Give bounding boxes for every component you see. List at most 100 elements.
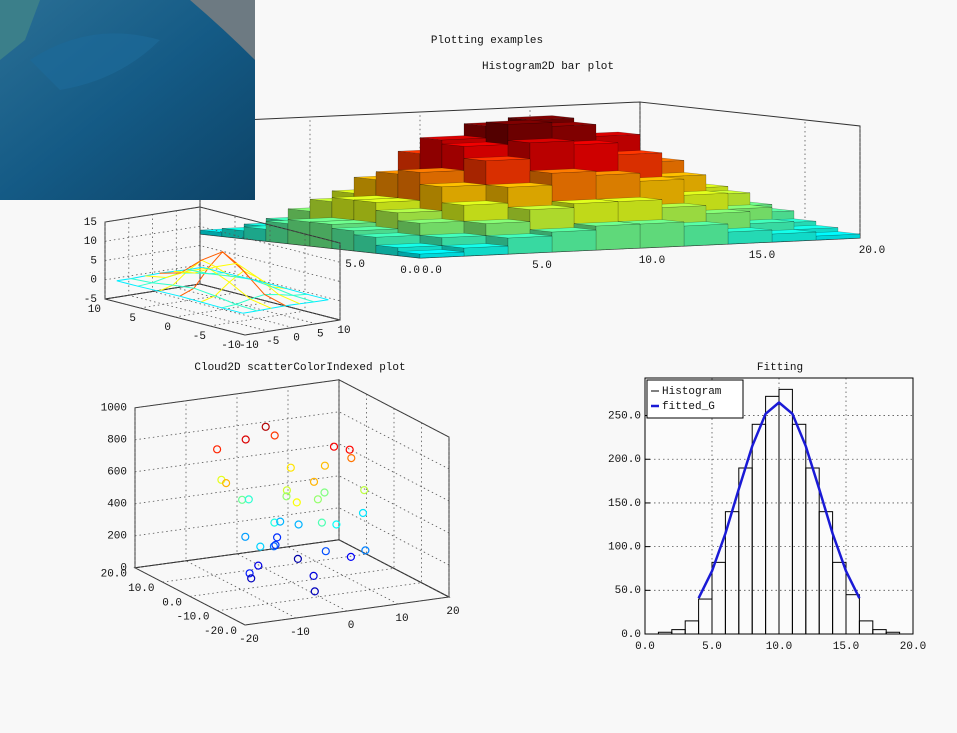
scatter-point <box>347 454 356 463</box>
grid-line <box>104 206 341 244</box>
grid-line <box>287 386 399 605</box>
scatter-point <box>358 508 368 518</box>
bar-face <box>353 234 377 254</box>
legend-label: fitted_G <box>662 401 715 413</box>
bar-face <box>397 218 465 224</box>
bar-face <box>551 198 619 204</box>
grid-line <box>185 400 297 619</box>
photo-overlay <box>0 0 255 200</box>
z-tick-label: 600 <box>107 467 127 479</box>
bar-face <box>463 156 531 162</box>
bar-face <box>639 221 685 249</box>
x-tick-label: 15.0 <box>833 641 859 653</box>
photo-detail <box>30 33 160 90</box>
legend-label: Histogram <box>662 386 722 398</box>
scatter-point <box>293 554 302 564</box>
chart-title: Histogram2D bar plot <box>482 61 614 73</box>
z-tick-label: 200 <box>107 531 127 543</box>
x-tick-label: -10 <box>290 627 310 639</box>
photo <box>0 0 255 200</box>
grid-line <box>236 393 348 612</box>
bar-face <box>507 204 575 210</box>
page-title: Plotting examples <box>431 35 543 47</box>
z-tick-label: 800 <box>107 435 127 447</box>
grid-line <box>217 422 422 612</box>
scatter-point <box>282 486 291 495</box>
grid-line <box>189 408 395 597</box>
bar-face <box>331 228 355 252</box>
z-tick-label: -5 <box>84 294 97 306</box>
bar-face <box>331 226 399 232</box>
bar-face <box>309 221 333 249</box>
bar-face <box>529 168 597 174</box>
x-tick-label: 15.0 <box>749 250 775 262</box>
bar-face <box>595 223 641 251</box>
scatter-point <box>360 486 369 495</box>
y-tick-label: 10 <box>88 304 101 316</box>
scatter-point <box>256 542 265 551</box>
x-tick-label: 20.0 <box>859 245 885 257</box>
y-tick-label: 0.0 <box>400 265 420 277</box>
scatter-point <box>309 477 319 486</box>
z-tick-label: 400 <box>107 499 127 511</box>
x-tick-label: 5.0 <box>532 260 552 272</box>
z-tick-label: 15 <box>84 217 97 229</box>
x-tick-label: 0 <box>293 332 300 344</box>
bar-face <box>441 200 509 206</box>
photo-detail <box>190 0 255 60</box>
surface-line <box>145 267 272 309</box>
scatter-point <box>269 542 278 551</box>
chart-title: Fitting <box>757 362 803 374</box>
scatter-point <box>317 518 326 527</box>
bar-face <box>309 219 377 225</box>
photo-detail <box>0 0 40 60</box>
scatter-point <box>241 435 250 444</box>
bar-face <box>485 233 553 239</box>
bar-face <box>375 242 443 248</box>
grid-line <box>134 407 246 626</box>
scatter-point <box>320 461 329 470</box>
x-tick-label: 20 <box>446 606 459 618</box>
bar-face <box>507 138 575 144</box>
bar-face <box>683 223 729 247</box>
scatter-point <box>313 495 322 504</box>
grid-line <box>128 218 269 332</box>
scatter-point <box>271 540 280 550</box>
bar-face <box>485 119 553 125</box>
scatter-point <box>361 546 370 555</box>
y-tick-label: 100.0 <box>608 542 641 554</box>
grid-line <box>162 394 367 583</box>
scatter-point <box>329 442 339 451</box>
x-tick-label: 0.0 <box>635 641 655 653</box>
bar-face <box>507 235 553 255</box>
scatter-point <box>345 445 354 454</box>
bar-face <box>551 229 597 253</box>
y-tick-label: 0.0 <box>621 629 641 641</box>
axes-frame <box>644 377 914 635</box>
bar <box>397 249 465 259</box>
legend <box>646 379 744 419</box>
y-tick-label: 5 <box>129 313 136 325</box>
x-tick-label: 10.0 <box>766 641 792 653</box>
scatter-point <box>254 561 263 570</box>
scatter-point <box>241 532 250 541</box>
surface-line <box>116 280 243 314</box>
x-tick-label: 0 <box>348 620 355 632</box>
grid-line <box>174 225 271 318</box>
plots: 0.0 5.0 10.0 15.0 20.0 0.0 5.0 -10 -5 0 5 10 -10 -5 0 5… <box>84 101 926 653</box>
x-tick-label: 0.0 <box>422 265 442 277</box>
scatter-point <box>294 520 303 529</box>
grid-line <box>134 475 450 534</box>
bar-face <box>727 229 773 245</box>
y-tick-label: -10 <box>221 340 241 352</box>
grid-line <box>134 379 450 438</box>
grid-line <box>134 443 450 502</box>
scatter-point <box>270 518 279 527</box>
scatter-point <box>321 547 330 556</box>
y-tick-label: 5.0 <box>345 259 365 271</box>
z-tick-label: 10 <box>84 236 97 248</box>
x-tick-label: -20 <box>239 634 259 646</box>
bar-face <box>485 182 553 188</box>
bar-face <box>397 167 465 173</box>
